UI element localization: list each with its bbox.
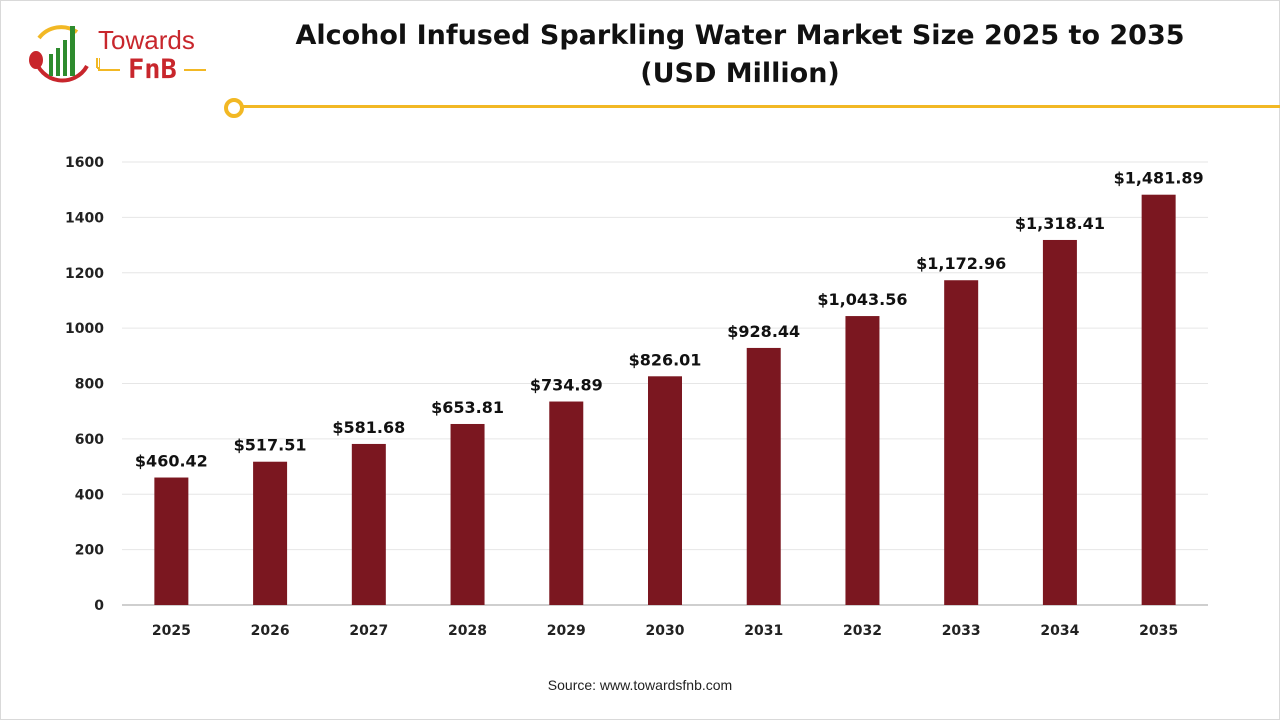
x-tick-label: 2026 [251, 623, 290, 639]
logo [29, 25, 100, 83]
data-label-2030: $826.01 [629, 350, 702, 369]
x-tick-label: 2032 [843, 623, 882, 639]
x-tick-label: 2025 [152, 623, 191, 639]
x-tick-label: 2035 [1139, 623, 1178, 639]
x-tick-label: 2028 [448, 623, 487, 639]
accent-circle [224, 98, 244, 118]
y-tick-label: 1200 [65, 266, 104, 282]
bar-2025 [154, 477, 189, 605]
bar-2027 [351, 443, 386, 605]
data-label-2031: $928.44 [727, 322, 800, 341]
y-tick-label: 200 [75, 543, 104, 559]
x-tick-label: 2031 [744, 623, 783, 639]
data-label-2029: $734.89 [530, 376, 603, 395]
bar-2031 [746, 347, 781, 605]
bar-2029 [549, 401, 584, 605]
bar-2026 [253, 461, 288, 605]
bar-2033 [944, 280, 979, 605]
logo-text-fnb: FnB [128, 54, 177, 85]
data-label-2034: $1,318.41 [1015, 214, 1105, 233]
accent-line [242, 105, 1280, 108]
y-tick-label: 600 [75, 432, 104, 448]
bar-2032 [845, 316, 880, 605]
x-tick-label: 2033 [942, 623, 981, 639]
data-label-2033: $1,172.96 [916, 254, 1006, 273]
y-tick-label: 800 [75, 377, 104, 393]
logo-divider-left [98, 69, 120, 71]
data-label-2035: $1,481.89 [1114, 169, 1204, 188]
bar-2030 [648, 376, 682, 605]
data-label-2027: $581.68 [332, 418, 405, 437]
chart-title: Alcohol Infused Sparkling Water Market S… [295, 20, 1185, 51]
data-label-2032: $1,043.56 [817, 290, 907, 309]
x-tick-label: 2029 [547, 623, 586, 639]
y-tick-label: 1000 [65, 321, 104, 337]
source-note: Source: www.towardsfnb.com [547, 677, 733, 693]
bar-2034 [1042, 239, 1077, 606]
logo-text-towards: Towards [98, 25, 195, 55]
y-tick-label: 1400 [65, 210, 104, 226]
x-tick-label: 2030 [646, 623, 685, 639]
data-label-2028: $653.81 [431, 398, 504, 417]
logo-divider-right [184, 69, 206, 71]
y-tick-label: 1600 [65, 155, 104, 171]
data-label-2025: $460.42 [135, 452, 208, 471]
x-tick-label: 2027 [349, 623, 388, 639]
chart-subtitle: (USD Million) [640, 58, 840, 89]
x-tick-label: 2034 [1040, 623, 1079, 639]
bar-2035 [1141, 194, 1176, 605]
bar-2028 [450, 423, 485, 605]
y-tick-label: 0 [94, 598, 104, 614]
y-tick-label: 400 [75, 487, 104, 503]
data-label-2026: $517.51 [234, 436, 307, 455]
